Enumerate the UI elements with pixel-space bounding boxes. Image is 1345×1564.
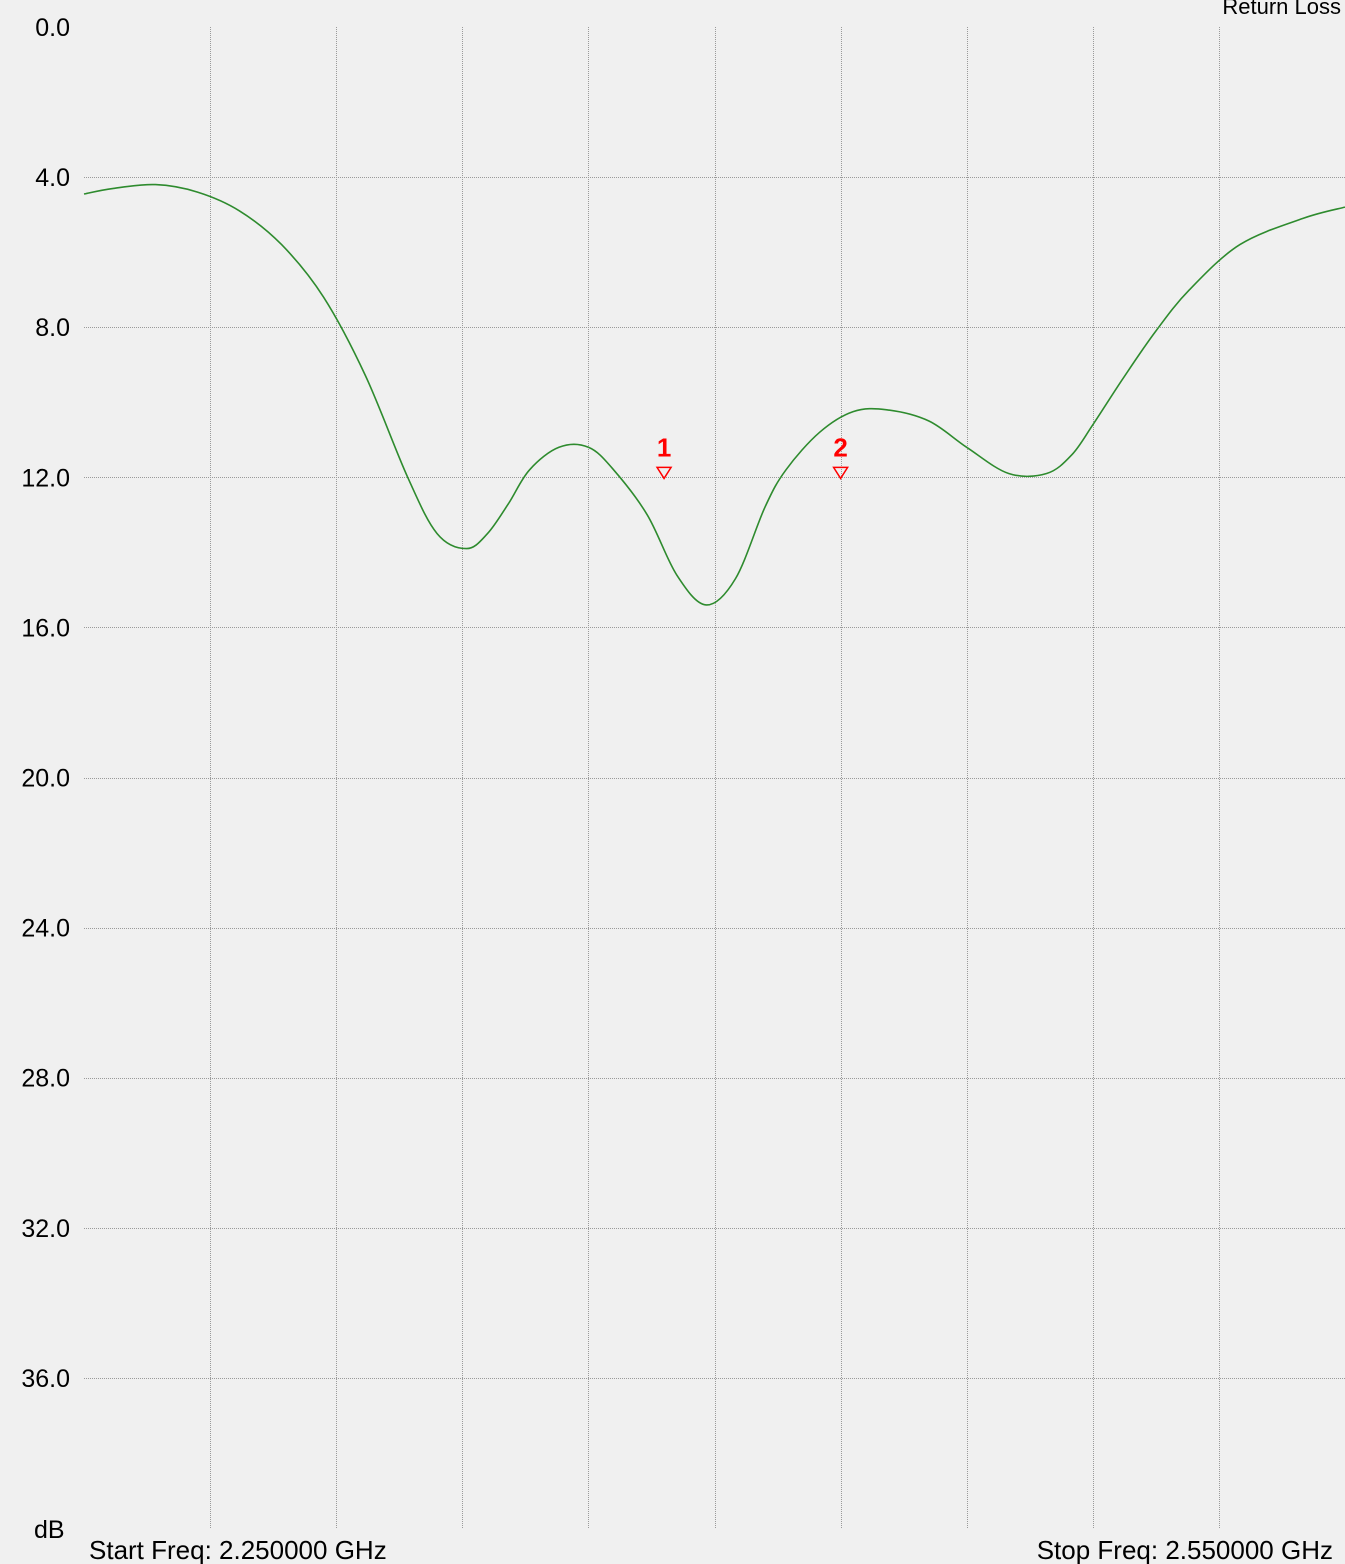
y-tick-label: 4.0 [35,164,70,192]
y-tick-label: 24.0 [21,915,70,943]
y-tick-label: 12.0 [21,464,70,492]
y-tick-label: 32.0 [21,1215,70,1243]
y-axis-unit-label: dB [34,1516,65,1544]
y-tick-label: 8.0 [35,314,70,342]
y-tick-label: 0.0 [35,14,70,42]
stop-frequency-label: Stop Freq: 2.550000 GHz [1037,1535,1333,1564]
trace-layer [83,183,1345,606]
y-tick-label: 28.0 [21,1065,70,1093]
y-tick-label: 16.0 [21,614,70,642]
marker-1-triangle [655,466,673,480]
start-frequency-label: Start Freq: 2.250000 GHz [89,1535,387,1564]
y-tick-label: 36.0 [21,1365,70,1393]
grid-lines [84,27,1345,1528]
y-tick-label: 20.0 [21,765,70,793]
marker-2-label: 2 [833,432,847,462]
y-axis-tick-labels: 0.0 4.0 8.0 12.0 16.0 20.0 24.0 28.0 32.0 36.0 [21,14,70,1393]
return-loss-trace [83,183,1345,606]
chart-title: Return Loss [1222,0,1341,19]
marker-1-label: 1 [657,432,671,462]
marker-2-triangle [832,466,849,480]
